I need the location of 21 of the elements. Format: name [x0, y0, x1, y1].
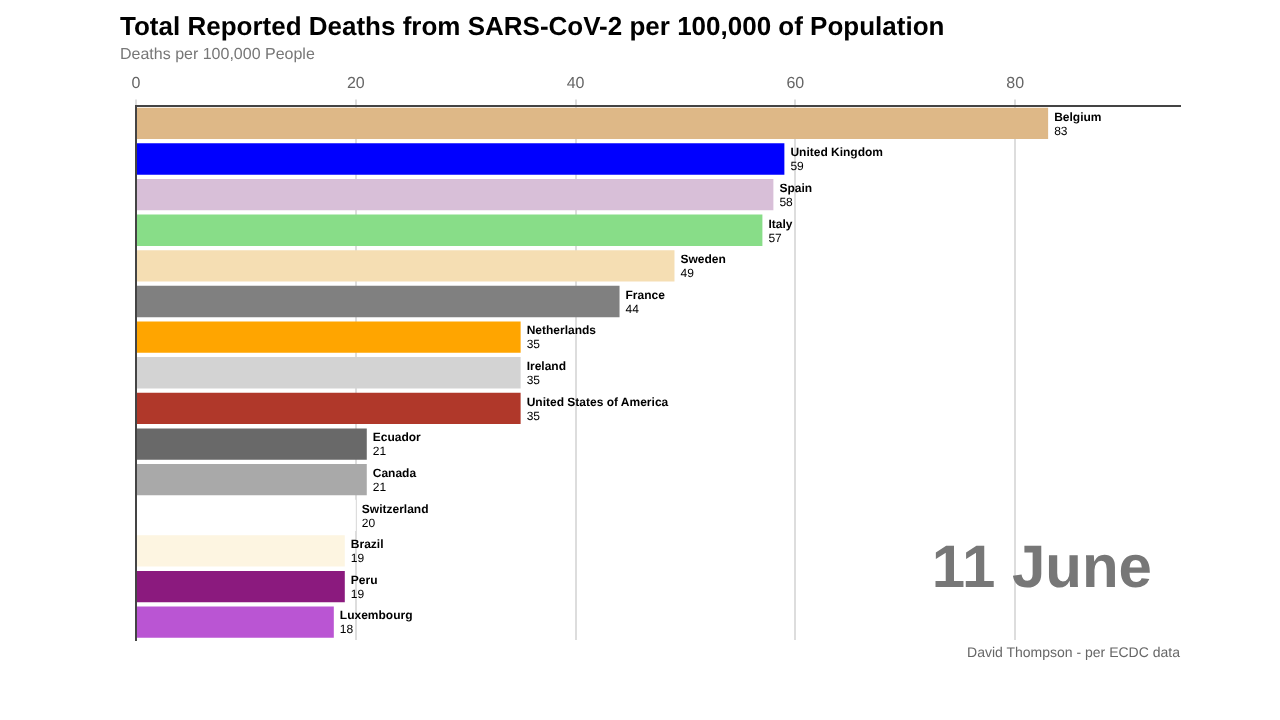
bar [137, 464, 367, 496]
bar [137, 143, 785, 175]
bar [137, 606, 334, 638]
bar [137, 107, 1049, 140]
chart-title: Total Reported Deaths from SARS-CoV-2 per 100,000 of Population [120, 10, 945, 41]
x-tick-label: 0 [131, 74, 142, 93]
bar [137, 321, 521, 353]
annotation: 11 June [931, 534, 1152, 601]
bar [137, 428, 367, 460]
bar [137, 392, 521, 425]
bar [137, 250, 675, 282]
bar [137, 535, 345, 567]
x-tick-label: 60 [786, 74, 806, 93]
bar [137, 570, 345, 603]
x-tick-label: 80 [1006, 74, 1026, 93]
bar [137, 178, 774, 211]
chart-subtitle: Deaths per 100,000 People [120, 45, 316, 64]
bar [137, 285, 620, 318]
bar [137, 214, 763, 246]
x-tick-label: 20 [346, 74, 366, 93]
x-tick-label: 40 [566, 74, 586, 93]
